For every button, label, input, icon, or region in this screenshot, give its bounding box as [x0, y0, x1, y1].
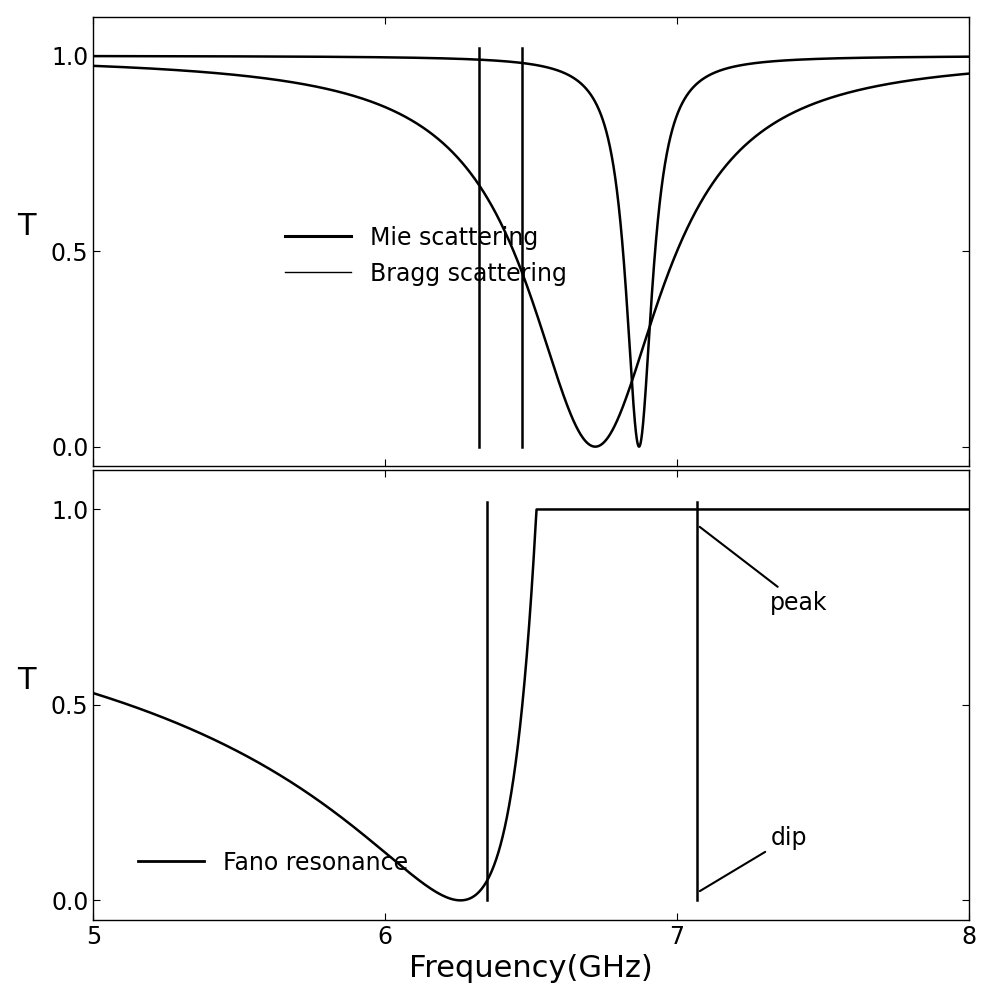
Legend: Fano resonance: Fano resonance: [128, 841, 417, 884]
X-axis label: Frequency(GHz): Frequency(GHz): [409, 954, 653, 983]
Y-axis label: T: T: [17, 212, 35, 241]
Text: peak: peak: [700, 527, 828, 615]
Legend: Mie scattering, Bragg scattering: Mie scattering, Bragg scattering: [276, 217, 576, 295]
Y-axis label: T: T: [17, 666, 35, 695]
Text: dip: dip: [700, 826, 807, 891]
